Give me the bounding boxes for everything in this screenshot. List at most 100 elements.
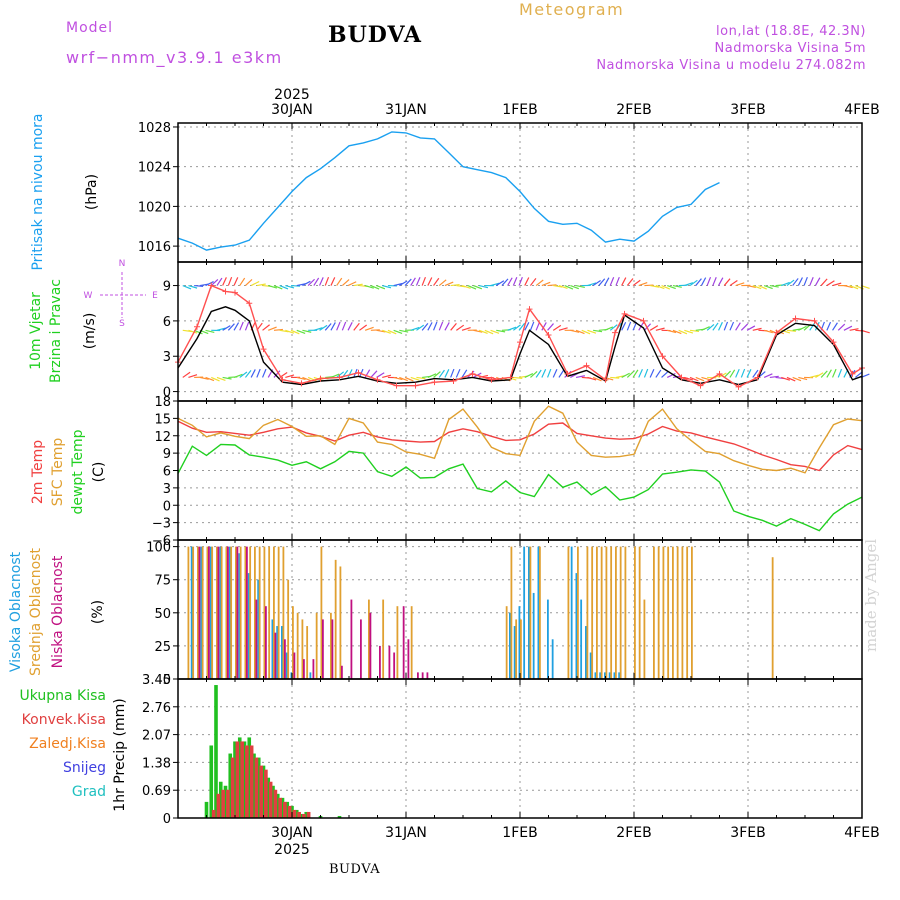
wind-vector xyxy=(798,376,808,381)
wind-vector xyxy=(273,328,283,331)
wind-vector xyxy=(290,329,300,335)
bar-srednja-oblacnost xyxy=(239,546,242,679)
bar-niska-oblacnost xyxy=(426,672,429,679)
bar-ukupna-kisa xyxy=(247,737,252,818)
wind-vector xyxy=(518,322,526,331)
gust-marker xyxy=(773,329,780,336)
panel-wind: 0 3 6 9 xyxy=(163,261,870,402)
wind-vector xyxy=(649,325,659,331)
y-tick-label: 18 xyxy=(154,395,171,410)
wind-vector xyxy=(712,322,719,331)
lonlat-label: lon,lat (18.8E, 42.3N) xyxy=(716,24,866,39)
bar-srednja-oblacnost xyxy=(586,546,589,679)
wind-vector xyxy=(302,280,311,287)
y-tick-label: 1020 xyxy=(138,200,171,215)
wind-vector xyxy=(615,276,620,286)
gust-marker xyxy=(792,315,799,322)
wind-vector xyxy=(689,329,700,333)
bar-srednja-oblacnost xyxy=(634,546,636,679)
wind-vector xyxy=(729,279,738,287)
bar-srednja-oblacnost xyxy=(382,599,385,679)
wind-vector xyxy=(421,322,429,331)
wind-vector xyxy=(655,369,662,378)
wind-vector xyxy=(723,278,731,286)
wind-vector xyxy=(433,277,440,286)
wind-vector xyxy=(529,321,535,331)
wind-vector xyxy=(758,285,767,290)
bar-konvek-kisa xyxy=(264,769,268,818)
bar-visoka-oblacnost xyxy=(618,672,621,679)
wind-vector xyxy=(701,376,711,381)
wind-vector xyxy=(444,281,454,287)
bar-srednja-oblacnost xyxy=(197,546,199,679)
wind-vector xyxy=(535,321,541,331)
y-tick-label: 0.69 xyxy=(142,784,171,799)
date-label-top: 2FEB xyxy=(616,102,651,118)
wind-vector xyxy=(347,281,357,287)
wind-vector xyxy=(746,325,756,331)
wind-vector xyxy=(261,368,267,378)
date-label-top: 31JAN xyxy=(385,102,427,118)
bar-konvek-kisa xyxy=(268,781,273,818)
bar-srednja-oblacnost xyxy=(235,546,237,679)
year-label-top: 2025 xyxy=(274,87,310,103)
precip-legend-0: Ukupna Kisa xyxy=(19,688,106,704)
gust-marker xyxy=(849,370,856,377)
bar-konvek-kisa xyxy=(306,811,311,818)
wind-vector xyxy=(638,368,643,378)
bar-srednja-oblacnost xyxy=(254,546,256,679)
wind-vector xyxy=(324,323,332,331)
gust-marker xyxy=(735,383,742,390)
wind-vector xyxy=(826,369,832,378)
wind-vector xyxy=(415,277,421,286)
bar-srednja-oblacnost xyxy=(187,546,190,679)
wind-vector xyxy=(752,327,762,331)
wind-vector xyxy=(199,376,209,380)
wind-vector xyxy=(313,277,320,286)
y-tick-label: 1024 xyxy=(138,161,171,176)
wind-vector xyxy=(843,284,853,289)
bar-ukupna-kisa xyxy=(204,801,209,818)
bar-visoka-oblacnost xyxy=(594,672,597,679)
model-name: wrf−nmm_v3.9.1 e3km xyxy=(66,48,283,67)
bar-srednja-oblacnost xyxy=(282,546,285,679)
compass-s: S xyxy=(119,319,125,329)
wind-vector xyxy=(239,371,248,378)
bar-srednja-oblacnost xyxy=(263,546,266,679)
gust-marker xyxy=(393,382,400,389)
wind-vector xyxy=(438,369,445,378)
bar-visoka-oblacnost xyxy=(537,546,540,679)
series-pritisak-na-nivou-mora xyxy=(177,131,720,251)
wind-vector xyxy=(216,277,223,286)
wind-vector xyxy=(319,277,324,286)
bar-ukupna-kisa xyxy=(294,809,299,818)
bar-niska-oblacnost xyxy=(417,672,419,679)
bar-srednja-oblacnost xyxy=(206,546,209,679)
wind-vector xyxy=(546,368,552,378)
bar-visoka-oblacnost xyxy=(551,639,554,679)
gust-marker xyxy=(374,376,381,383)
gust-marker xyxy=(526,306,533,313)
wind-vector xyxy=(233,322,240,331)
wind-vector xyxy=(570,284,579,290)
wind-vector xyxy=(592,376,602,382)
wind-vector xyxy=(376,372,385,378)
wind-vector xyxy=(313,327,323,331)
wind-vector xyxy=(809,322,816,331)
wind-vector xyxy=(245,278,253,286)
cloud-high-axis-label: Visoka Oblacnost xyxy=(8,551,24,672)
bar-srednja-oblacnost xyxy=(287,579,290,679)
bar-srednja-oblacnost xyxy=(515,619,518,679)
bar-ukupna-kisa xyxy=(337,815,342,818)
y-tick-label: 100 xyxy=(146,541,171,556)
wind-vector xyxy=(461,284,471,289)
wind-vector xyxy=(210,278,219,286)
bar-srednja-oblacnost xyxy=(662,546,665,679)
bar-ukupna-kisa xyxy=(214,685,218,818)
wind-vector xyxy=(370,370,378,378)
wind-vector xyxy=(291,284,301,287)
bar-visoka-oblacnost xyxy=(613,672,616,679)
bar-ukupna-kisa xyxy=(271,785,275,818)
bar-visoka-oblacnost xyxy=(309,672,312,679)
wind-vector xyxy=(222,277,227,286)
